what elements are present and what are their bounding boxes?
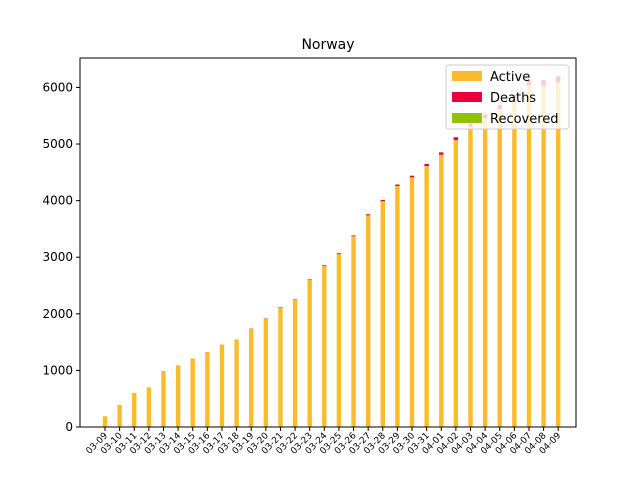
- bar-active-03-10: [117, 404, 122, 427]
- bar-deaths-03-24: [322, 265, 327, 266]
- legend-swatch-recovered: [452, 113, 482, 123]
- bar-deaths-03-28: [380, 199, 385, 202]
- bar-active-03-28: [380, 201, 385, 427]
- y-tick-label: 1000: [42, 363, 73, 377]
- bar-active-03-16: [205, 352, 210, 427]
- bar-active-03-25: [336, 253, 342, 427]
- bar-active-03-30: [409, 177, 415, 427]
- y-tick-label: 2000: [42, 307, 73, 321]
- bar-active-04-08: [541, 85, 546, 427]
- plot-frame: [79, 57, 577, 428]
- bar-active-03-11: [132, 393, 137, 427]
- bar-active-03-21: [278, 307, 283, 427]
- bar-active-03-26: [351, 236, 356, 427]
- bar-active-03-15: [190, 358, 195, 427]
- bar-active-03-20: [263, 318, 269, 427]
- bar-active-03-29: [395, 185, 400, 427]
- legend-swatch-deaths: [452, 92, 482, 102]
- legend: Active Deaths Recovered: [445, 64, 570, 130]
- bar-active-03-12: [146, 387, 152, 427]
- bar-deaths-03-26: [351, 235, 356, 237]
- bar-active-04-01: [439, 154, 444, 427]
- y-tick-label: 3000: [42, 250, 73, 264]
- y-tick-label: 5000: [42, 137, 73, 151]
- bar-deaths-03-27: [365, 214, 371, 216]
- bar-deaths-03-25: [336, 253, 342, 254]
- bar-deaths-04-01: [439, 152, 444, 155]
- bars: [102, 76, 561, 428]
- bar-deaths-03-31: [424, 163, 429, 167]
- legend-label-deaths: Deaths: [490, 91, 536, 106]
- bar-active-03-18: [234, 339, 239, 427]
- bar-active-03-23: [307, 279, 312, 427]
- bar-deaths-03-29: [395, 184, 400, 186]
- bar-active-03-14: [175, 365, 181, 427]
- bar-active-03-27: [365, 215, 371, 427]
- legend-swatch-active: [452, 71, 482, 81]
- bar-active-03-09: [102, 416, 108, 427]
- bar-deaths-03-23: [307, 279, 312, 280]
- bar-active-04-03: [468, 126, 473, 427]
- bar-active-04-05: [497, 108, 502, 427]
- legend-label-active: Active: [490, 70, 530, 85]
- bar-active-04-07: [526, 85, 532, 428]
- bar-active-04-06: [512, 98, 517, 427]
- bar-active-03-19: [249, 329, 254, 427]
- y-tick-label: 0: [65, 420, 73, 434]
- bar-deaths-04-02: [453, 137, 459, 141]
- bar-active-04-09: [556, 82, 561, 427]
- bar-active-03-24: [322, 265, 327, 427]
- y-axis: 0 1000 2000 3000 4000 5000 6000: [42, 80, 80, 434]
- bar-active-04-02: [453, 140, 459, 427]
- x-axis: 03-0903-1003-1103-1203-1303-1403-1503-16…: [85, 427, 564, 457]
- bar-active-04-04: [482, 117, 488, 428]
- y-tick-label: 6000: [42, 80, 73, 94]
- bar-active-03-17: [219, 344, 225, 427]
- y-tick-label: 4000: [42, 194, 73, 208]
- bar-active-03-31: [424, 166, 429, 427]
- chart-title: Norway: [301, 37, 354, 53]
- bar-active-03-13: [161, 370, 166, 427]
- legend-label-recovered: Recovered: [490, 112, 559, 127]
- bar-active-03-22: [292, 299, 298, 427]
- bar-deaths-03-30: [409, 175, 415, 178]
